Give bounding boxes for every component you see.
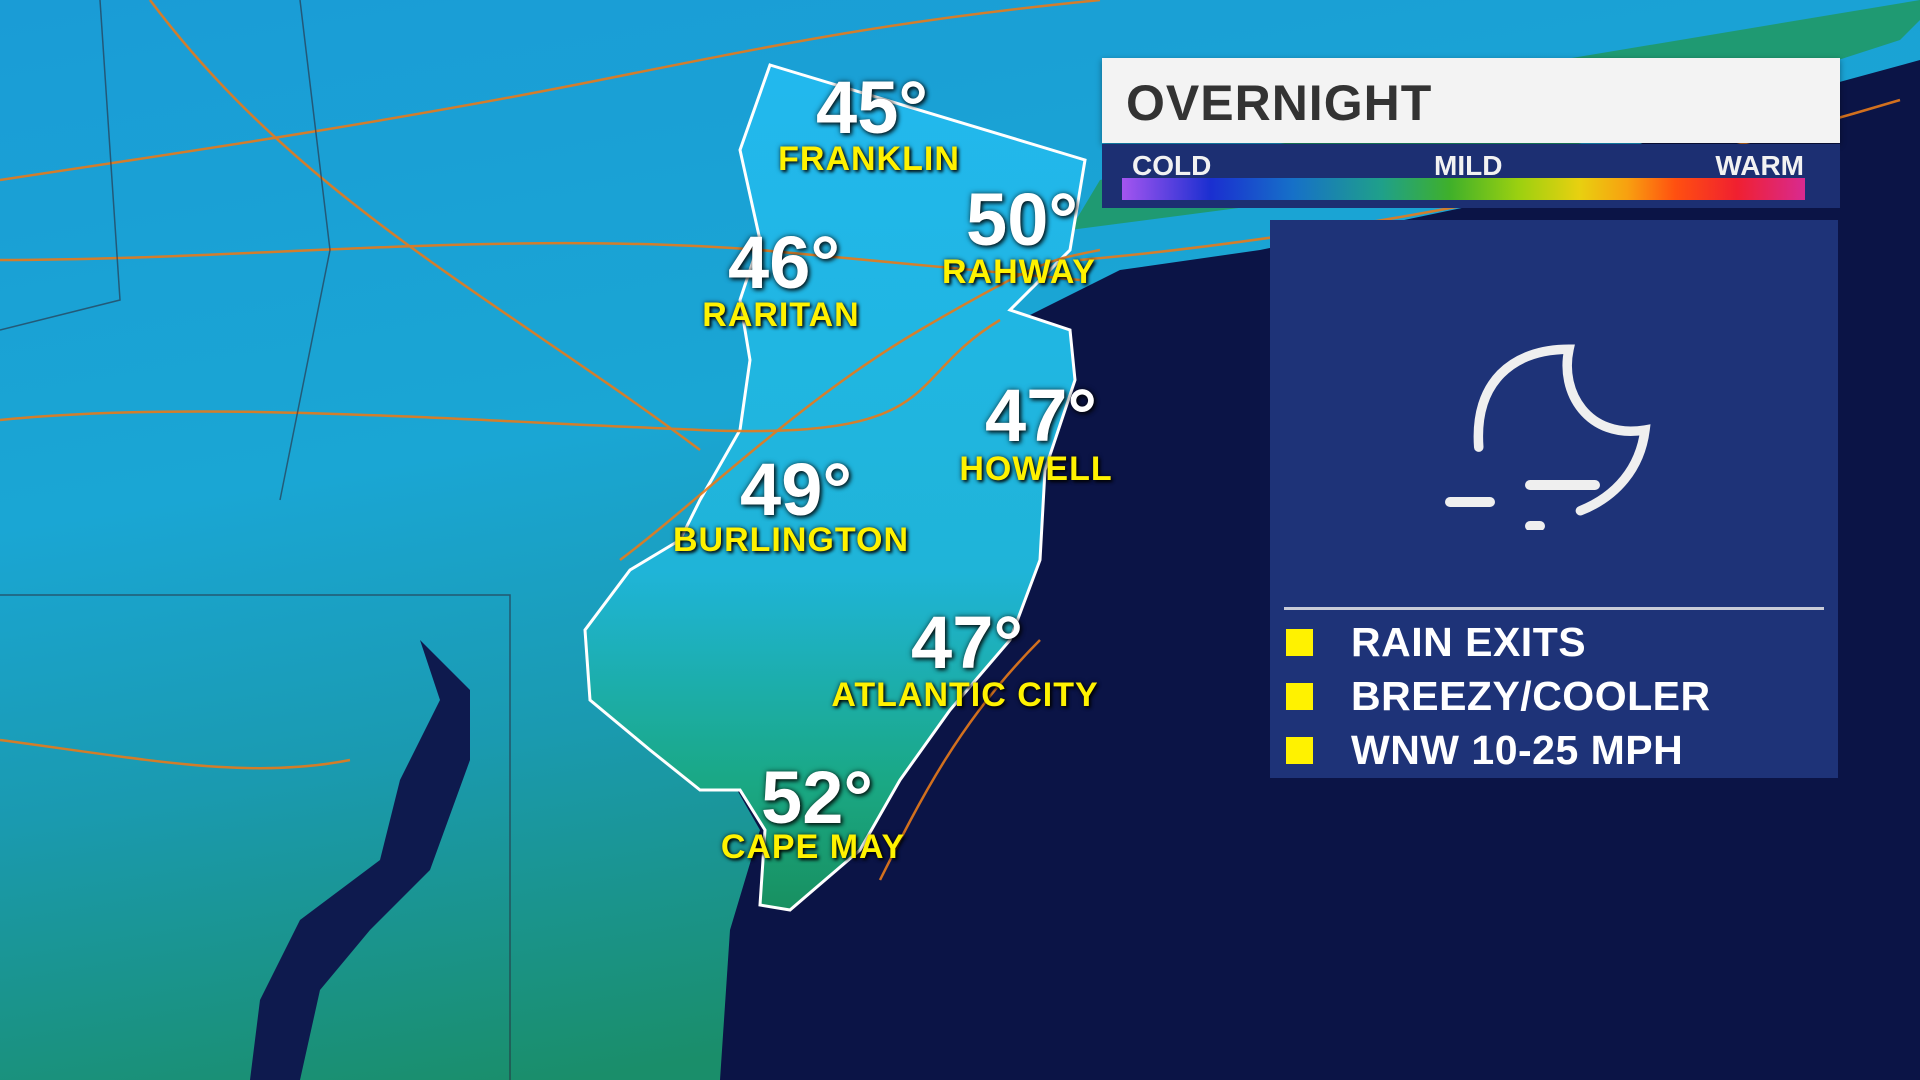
scale-cold-label: COLD: [1132, 150, 1212, 181]
temperature-value: 49°: [740, 448, 852, 531]
new-jersey: [583, 63, 1087, 912]
bullet-item: WNW 10-25 MPH: [1286, 725, 1683, 775]
temperature-value: 45°: [816, 66, 928, 149]
city-label: FRANKLIN: [778, 140, 960, 178]
temperature-scale: COLD MILD WARM: [1102, 144, 1840, 208]
city-label: BURLINGTON: [672, 521, 910, 559]
bullet-item: RAIN EXITS: [1286, 617, 1586, 667]
city-label: RARITAN: [702, 296, 860, 334]
bullet-square-icon: [1286, 682, 1313, 710]
county-lines: [0, 0, 511, 1080]
scale-warm-label: WARM: [1715, 150, 1804, 181]
bullet-square-icon: [1286, 628, 1313, 656]
forecast-panel: RAIN EXITS BREEZY/COOLER WNW 10-25 MPH: [1270, 220, 1838, 778]
temperature-value: 47°: [985, 374, 1097, 457]
bullet-item: BREEZY/COOLER: [1286, 671, 1711, 721]
temperature-value: 46°: [728, 221, 840, 304]
divider: [1284, 607, 1824, 610]
city-label: ATLANTIC CITY: [831, 676, 1099, 714]
city-label: CAPE MAY: [720, 828, 906, 866]
night-moon-fog-icon: [1445, 344, 1651, 530]
chesapeake-bay: [250, 640, 470, 1080]
title-banner: OVERNIGHT: [1102, 58, 1840, 143]
bullet-text: WNW 10-25 MPH: [1351, 726, 1684, 773]
scale-gradient-bar: [1122, 178, 1805, 200]
temperature-value: 50°: [966, 178, 1078, 261]
city-label: HOWELL: [959, 450, 1113, 488]
bullet-text: RAIN EXITS: [1351, 618, 1587, 665]
temperature-value: 47°: [911, 601, 1023, 684]
bullet-text: BREEZY/COOLER: [1351, 672, 1711, 719]
scale-mild-label: MILD: [1434, 150, 1503, 181]
bullet-square-icon: [1286, 736, 1313, 764]
temperature-value: 52°: [761, 756, 873, 839]
city-label: RAHWAY: [942, 253, 1096, 291]
page-title: OVERNIGHT: [1126, 75, 1433, 131]
